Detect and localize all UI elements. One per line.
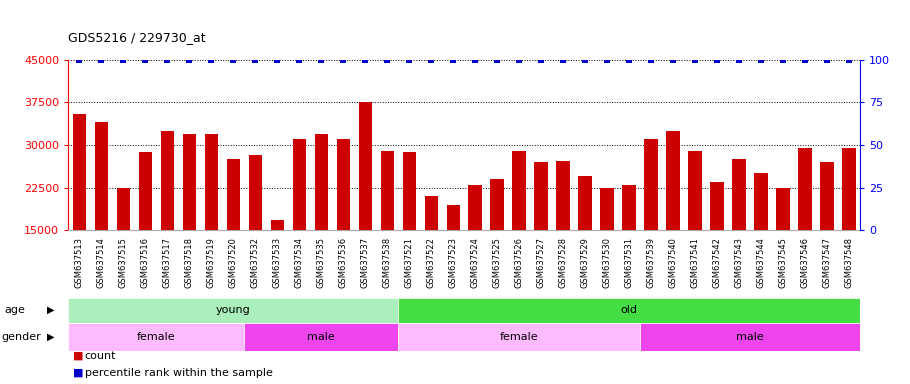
Point: [710, 56, 724, 63]
Bar: [402, 152, 416, 316]
Point: [446, 56, 460, 63]
Text: old: old: [621, 305, 638, 315]
Point: [643, 56, 658, 63]
Bar: [227, 159, 239, 316]
Point: [94, 56, 108, 63]
Point: [248, 56, 262, 63]
Bar: [754, 174, 767, 316]
Bar: [447, 205, 460, 316]
Point: [226, 56, 240, 63]
Point: [753, 56, 768, 63]
Text: ■: ■: [73, 368, 84, 378]
Point: [732, 56, 746, 63]
Point: [468, 56, 482, 63]
Bar: [160, 131, 174, 316]
Bar: [469, 185, 481, 316]
Point: [402, 56, 417, 63]
Point: [534, 56, 549, 63]
Text: ■: ■: [73, 351, 84, 361]
Bar: [490, 179, 503, 316]
Bar: [95, 122, 107, 316]
Text: female: female: [500, 332, 539, 342]
Bar: [359, 102, 371, 316]
Point: [688, 56, 703, 63]
Text: male: male: [736, 332, 763, 342]
Point: [138, 56, 153, 63]
Point: [600, 56, 614, 63]
Bar: [688, 151, 702, 316]
Text: percentile rank within the sample: percentile rank within the sample: [85, 368, 272, 378]
Point: [556, 56, 571, 63]
Text: male: male: [308, 332, 335, 342]
Bar: [798, 148, 812, 316]
Point: [314, 56, 329, 63]
Text: gender: gender: [2, 332, 42, 342]
Text: ▶: ▶: [47, 305, 55, 315]
Bar: [205, 134, 217, 316]
Bar: [270, 220, 284, 316]
Bar: [68, 323, 244, 351]
Point: [270, 56, 285, 63]
Bar: [666, 131, 680, 316]
Bar: [820, 162, 834, 316]
Bar: [138, 152, 152, 316]
Point: [490, 56, 504, 63]
Bar: [68, 298, 398, 323]
Point: [72, 56, 86, 63]
Point: [160, 56, 175, 63]
Text: age: age: [5, 305, 25, 315]
Point: [292, 56, 307, 63]
Point: [622, 56, 636, 63]
Point: [116, 56, 130, 63]
Point: [798, 56, 813, 63]
Point: [842, 56, 856, 63]
Point: [578, 56, 592, 63]
Point: [358, 56, 372, 63]
Text: female: female: [136, 332, 176, 342]
Point: [666, 56, 681, 63]
Bar: [315, 134, 328, 316]
Point: [775, 56, 790, 63]
Bar: [398, 323, 640, 351]
Bar: [776, 188, 790, 316]
Point: [820, 56, 834, 63]
Point: [204, 56, 218, 63]
Bar: [622, 185, 635, 316]
Bar: [292, 139, 306, 316]
Text: count: count: [85, 351, 116, 361]
Bar: [644, 139, 658, 316]
Point: [182, 56, 197, 63]
Bar: [640, 323, 860, 351]
Point: [511, 56, 526, 63]
Bar: [424, 196, 438, 316]
Bar: [711, 182, 723, 316]
Bar: [337, 139, 349, 316]
Bar: [398, 298, 860, 323]
Bar: [183, 134, 196, 316]
Text: young: young: [216, 305, 250, 315]
Point: [336, 56, 350, 63]
Bar: [73, 114, 86, 316]
Bar: [248, 155, 262, 316]
Point: [424, 56, 439, 63]
Text: ▶: ▶: [47, 332, 55, 342]
Bar: [116, 188, 130, 316]
Bar: [601, 188, 613, 316]
Bar: [534, 162, 548, 316]
Bar: [380, 151, 394, 316]
Point: [379, 56, 394, 63]
Bar: [843, 148, 855, 316]
Bar: [512, 151, 526, 316]
Bar: [733, 159, 745, 316]
Bar: [244, 323, 398, 351]
Bar: [579, 176, 592, 316]
Text: GDS5216 / 229730_at: GDS5216 / 229730_at: [68, 31, 206, 44]
Bar: [556, 161, 570, 316]
